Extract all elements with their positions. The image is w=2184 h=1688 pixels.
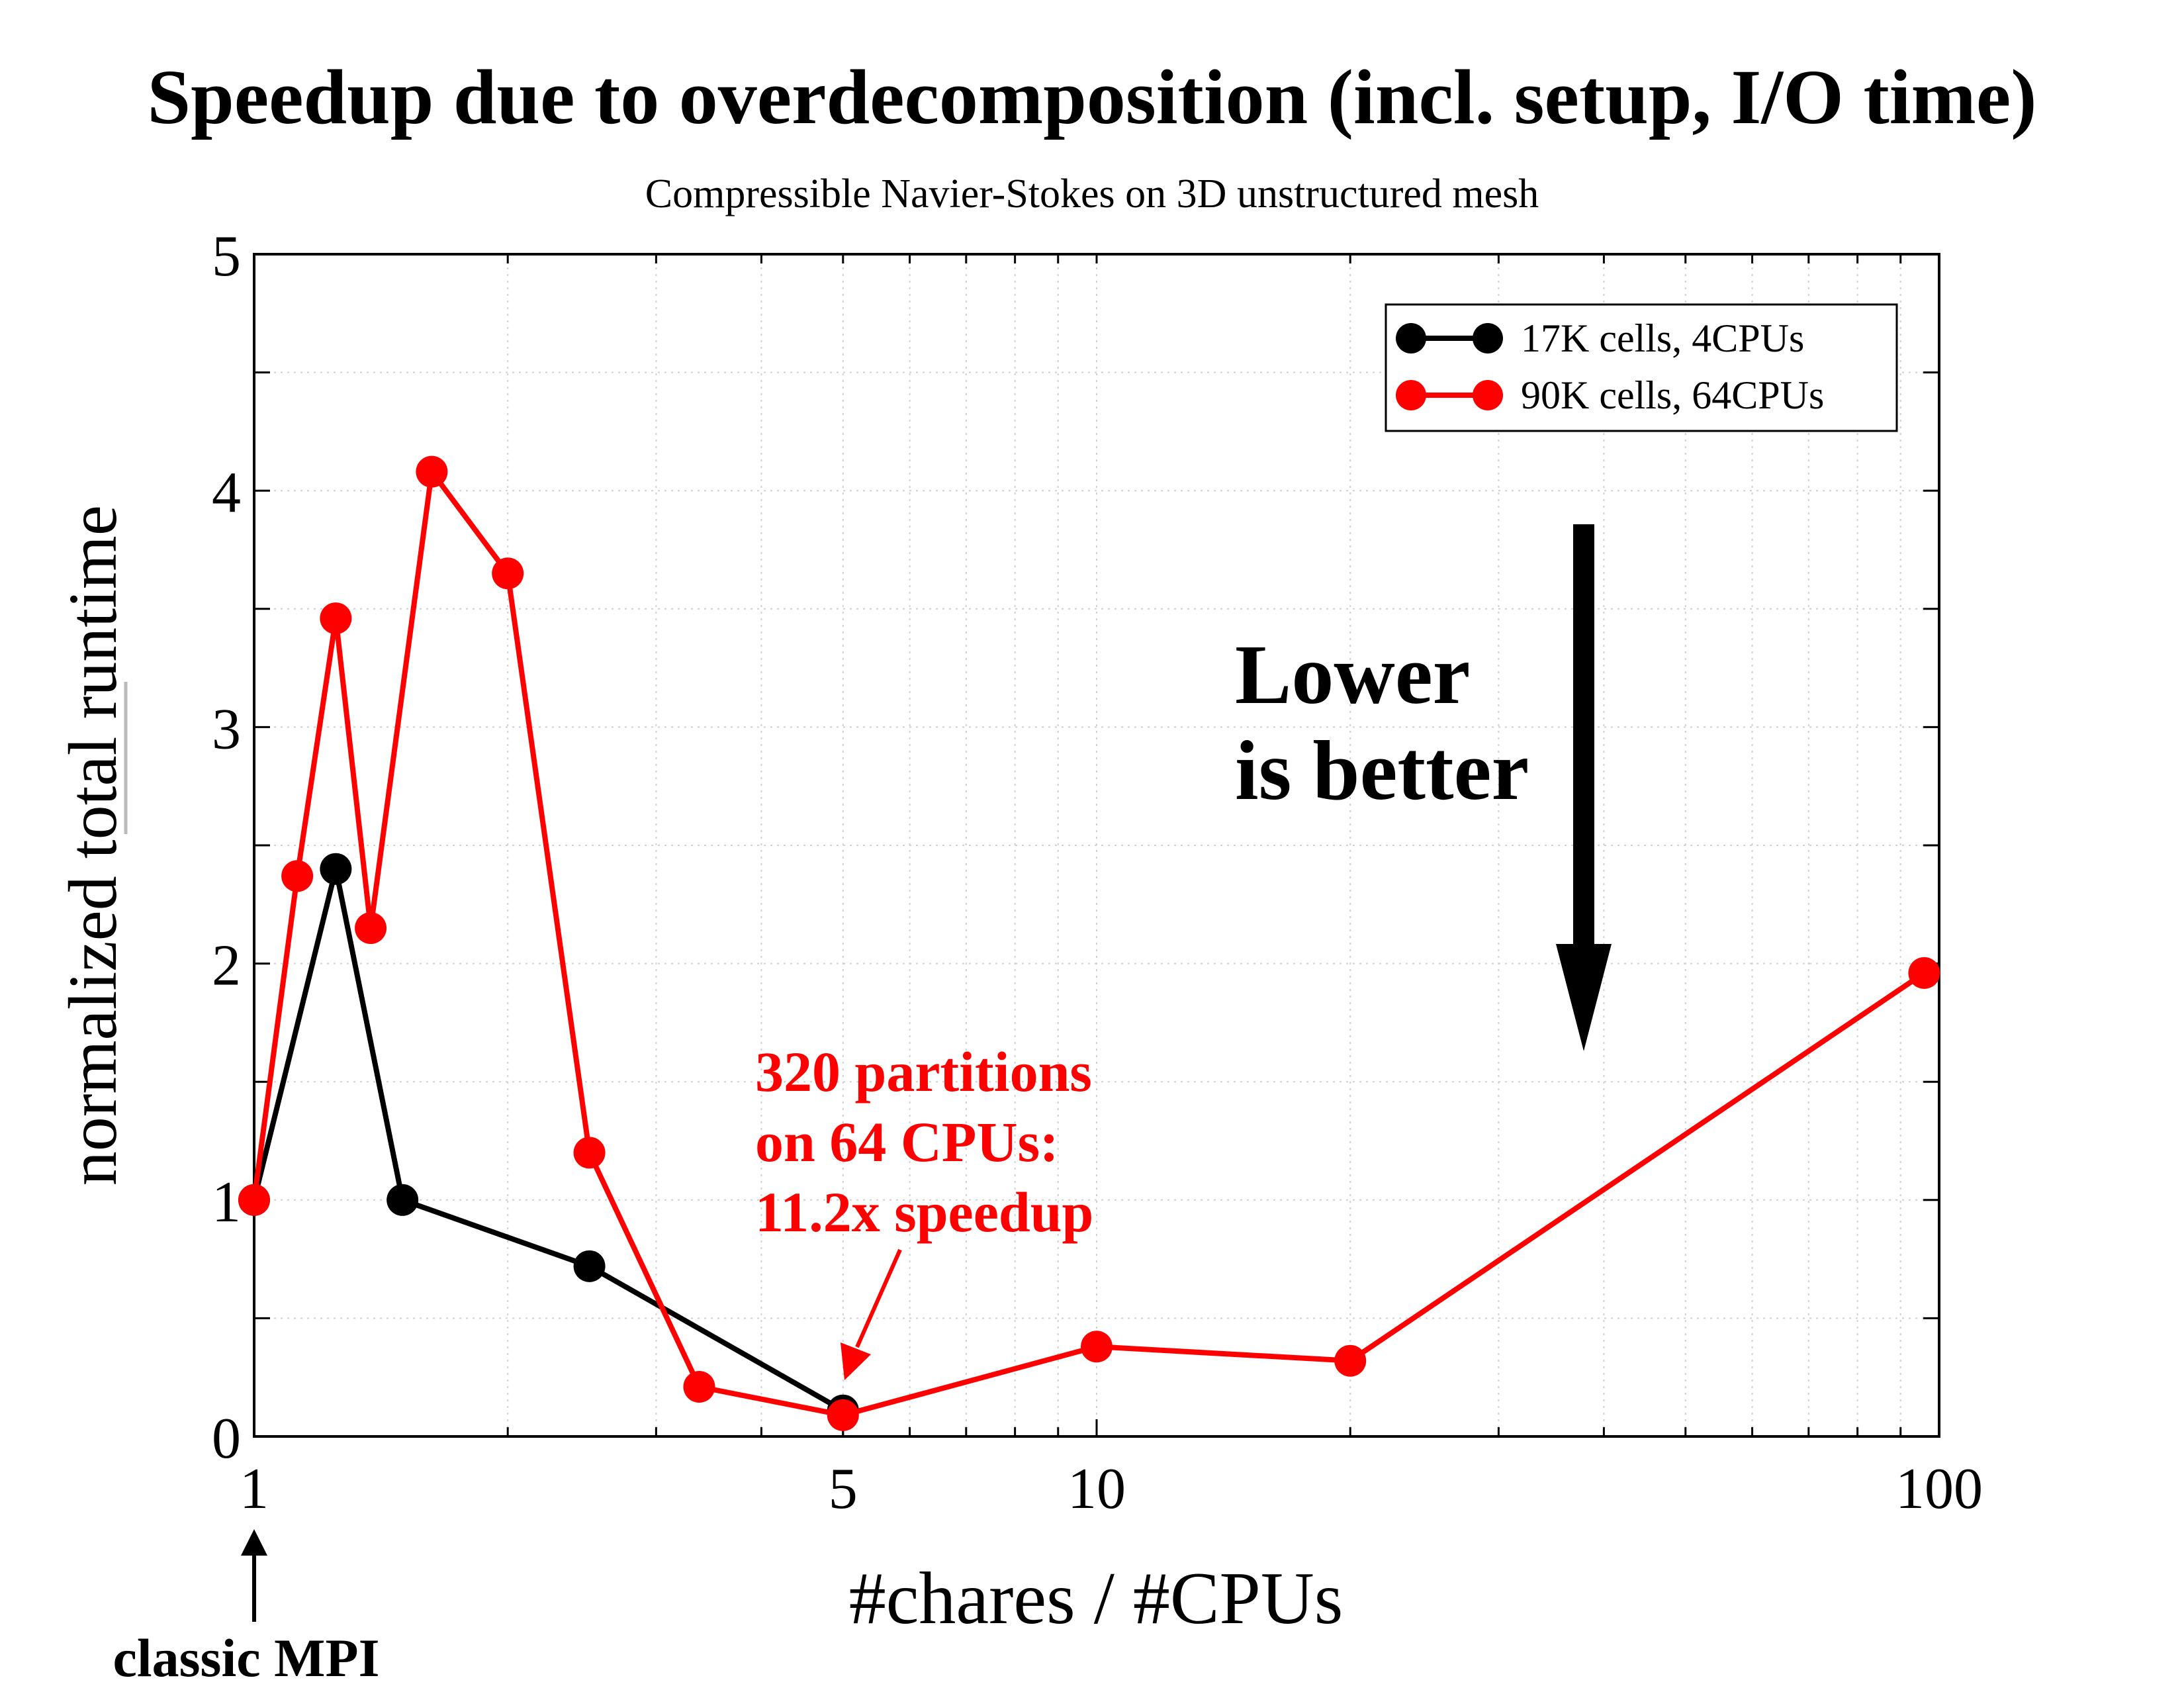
y-tick-label: 3 bbox=[212, 697, 241, 761]
down-arrow-shaft bbox=[1573, 524, 1594, 948]
data-point bbox=[1081, 1331, 1113, 1363]
partitions-annotation: 320 partitions on 64 CPUs: 11.2x speedup bbox=[755, 1040, 1093, 1380]
data-point bbox=[1908, 957, 1940, 989]
legend-marker-red bbox=[1396, 380, 1426, 410]
legend-box bbox=[1385, 303, 1898, 432]
lower-better-text-1: Lower bbox=[1235, 628, 1470, 722]
legend-label-black: 17K cells, 4CPUs bbox=[1521, 316, 1804, 360]
data-point bbox=[573, 1137, 606, 1169]
chart-subtitle: Compressible Navier-Stokes on 3D unstruc… bbox=[645, 171, 1539, 216]
partitions-text-2: on 64 CPUs: bbox=[755, 1110, 1059, 1174]
legend-marker-red bbox=[1473, 380, 1503, 410]
series-1 bbox=[238, 455, 1940, 1431]
partitions-arrow-shaft bbox=[855, 1248, 902, 1348]
plot-frame bbox=[253, 253, 1940, 1438]
y-tick-label: 1 bbox=[212, 1170, 241, 1235]
y-tick-label: 4 bbox=[212, 461, 241, 525]
partitions-arrow-head bbox=[841, 1342, 871, 1380]
data-point bbox=[1334, 1344, 1367, 1377]
partitions-text-1: 320 partitions bbox=[755, 1040, 1092, 1103]
chart-title: Speedup due to overdecomposition (incl. … bbox=[147, 54, 2037, 140]
y-tick-label: 5 bbox=[212, 224, 241, 289]
x-tick-label: 10 bbox=[1068, 1457, 1126, 1521]
series-0 bbox=[238, 853, 859, 1427]
y-tick-label: 2 bbox=[212, 934, 241, 998]
data-point bbox=[238, 1184, 270, 1216]
data-point bbox=[281, 860, 314, 892]
lower-better-text-2: is better bbox=[1235, 724, 1529, 818]
x-axis-label: #chares / #CPUs bbox=[849, 1558, 1343, 1640]
data-point bbox=[683, 1370, 715, 1403]
data-point bbox=[827, 1399, 859, 1431]
legend-label-red: 90K cells, 64CPUs bbox=[1521, 373, 1824, 417]
data-point bbox=[573, 1250, 606, 1282]
x-tick-label: 1 bbox=[240, 1457, 269, 1521]
x-tick-label: 100 bbox=[1895, 1457, 1983, 1521]
x-tick-label: 5 bbox=[829, 1457, 858, 1521]
data-point bbox=[355, 912, 387, 945]
data-point bbox=[320, 602, 352, 635]
series-layer bbox=[238, 455, 1940, 1431]
legend-marker-black bbox=[1473, 323, 1503, 353]
legend: 17K cells, 4CPUs 90K cells, 64CPUs bbox=[1385, 303, 1898, 432]
data-point bbox=[320, 853, 352, 885]
partitions-text-3: 11.2x speedup bbox=[755, 1180, 1093, 1244]
classic-mpi-text: classic MPI bbox=[113, 1628, 379, 1688]
classic-mpi-annotation: classic MPI bbox=[113, 1529, 380, 1688]
series-line bbox=[251, 469, 1926, 1418]
lower-is-better-annotation: Lower is better bbox=[1235, 524, 1612, 1051]
data-point bbox=[416, 455, 448, 488]
data-point bbox=[492, 557, 524, 590]
y-axis-label: normalized total runtime bbox=[55, 505, 131, 1186]
classic-mpi-arrow-head bbox=[241, 1529, 267, 1556]
y-tick-label: 0 bbox=[212, 1407, 241, 1471]
down-arrow-head bbox=[1556, 944, 1612, 1051]
data-point bbox=[387, 1184, 419, 1216]
legend-marker-black bbox=[1396, 323, 1426, 353]
